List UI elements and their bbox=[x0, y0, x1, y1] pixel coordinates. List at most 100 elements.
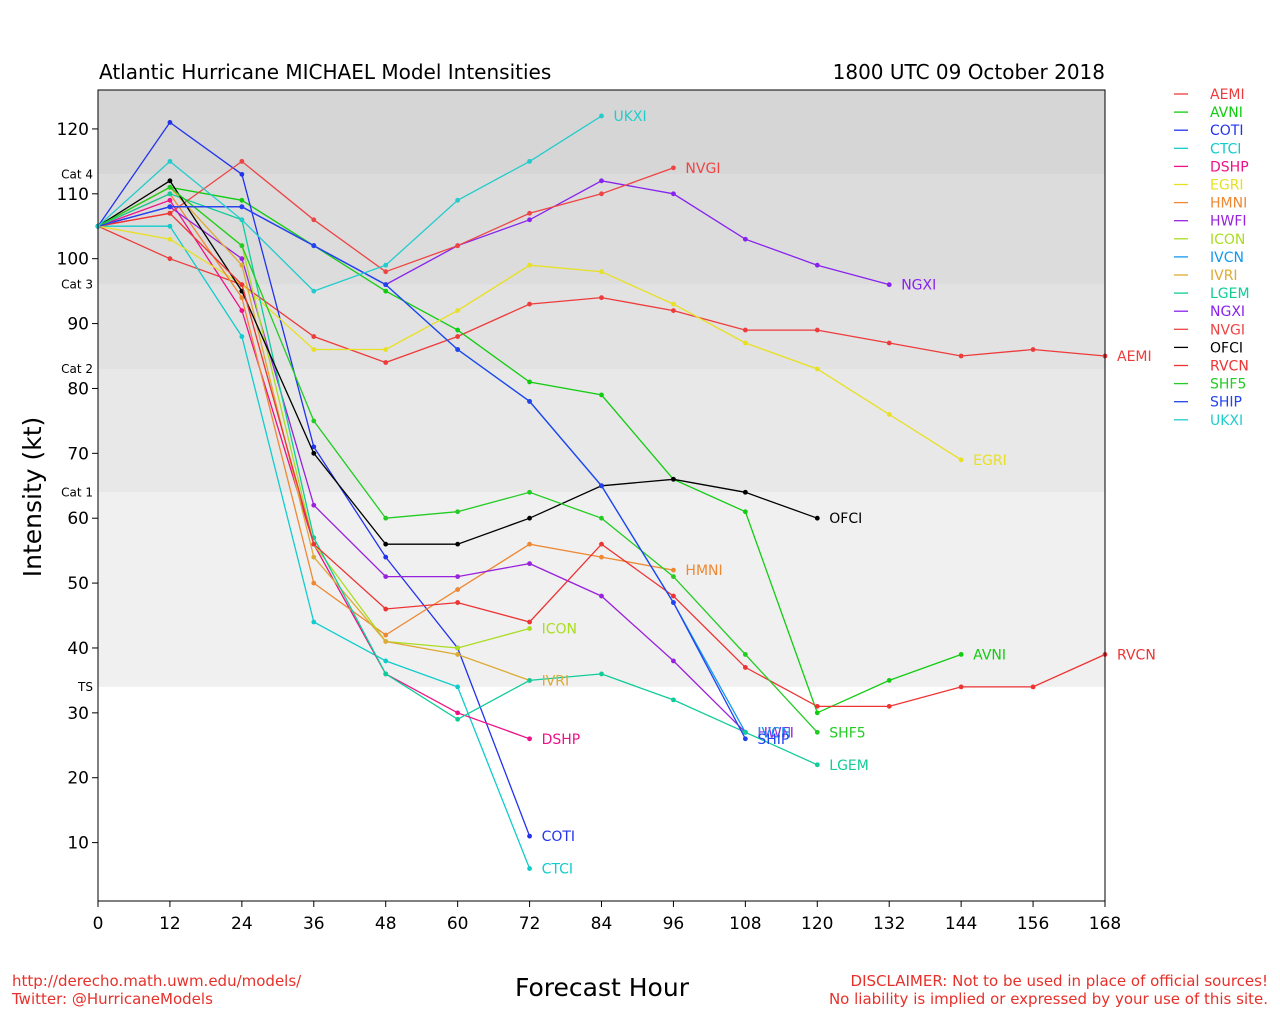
data-point-ngxi bbox=[742, 236, 748, 242]
data-point-hmni bbox=[311, 580, 317, 586]
data-point-rvcn bbox=[814, 703, 820, 709]
x-tick-label: 0 bbox=[93, 914, 104, 934]
data-point-lgem bbox=[455, 716, 461, 722]
y-tick-label: 90 bbox=[67, 315, 89, 335]
category-label: Cat 3 bbox=[61, 278, 93, 292]
legend-label-hwfi: HWFI bbox=[1210, 214, 1247, 230]
data-point-ctci bbox=[383, 658, 389, 664]
data-point-avni bbox=[455, 327, 461, 333]
data-point-aemi bbox=[383, 360, 389, 365]
data-point-aemi bbox=[958, 353, 964, 359]
data-point-coti bbox=[383, 554, 389, 560]
data-point-aemi bbox=[599, 295, 604, 301]
category-band-1 bbox=[98, 492, 1105, 687]
category-label: Cat 4 bbox=[61, 167, 93, 181]
data-point-aemi bbox=[167, 256, 173, 262]
data-point-egri bbox=[455, 308, 461, 313]
data-point-ukxi bbox=[383, 262, 389, 268]
data-point-hwfi bbox=[599, 593, 604, 599]
data-point-rvcn bbox=[383, 606, 389, 612]
data-point-shf5 bbox=[527, 489, 532, 495]
data-point-hwfi bbox=[527, 561, 532, 567]
data-point-hmni bbox=[527, 541, 532, 547]
data-point-ctci bbox=[167, 223, 173, 229]
data-point-ivri bbox=[239, 262, 245, 268]
data-point-ship bbox=[599, 483, 604, 489]
category-band-0 bbox=[98, 686, 1105, 901]
data-point-shf5 bbox=[167, 184, 173, 190]
data-point-nvgi bbox=[671, 165, 676, 171]
data-point-egri bbox=[671, 301, 676, 307]
data-point-avni bbox=[599, 392, 604, 398]
data-point-hwfi bbox=[239, 256, 245, 262]
data-point-lgem bbox=[671, 697, 676, 703]
data-point-aemi bbox=[527, 301, 532, 307]
data-point-ngxi bbox=[527, 217, 532, 223]
series-end-label-lgem: LGEM bbox=[829, 758, 869, 774]
legend-label-ivcn: IVCN bbox=[1210, 250, 1244, 266]
legend-label-aemi: AEMI bbox=[1210, 87, 1245, 103]
data-point-shf5 bbox=[742, 652, 748, 657]
y-tick-label: 40 bbox=[67, 639, 89, 659]
data-point-ivri bbox=[311, 554, 317, 560]
disclaimer-line-1: DISCLAIMER: Not to be used in place of o… bbox=[850, 972, 1268, 990]
data-point-lgem bbox=[814, 762, 820, 768]
data-point-egri bbox=[814, 366, 820, 372]
data-point-egri bbox=[167, 236, 173, 242]
data-point-ofci bbox=[527, 515, 532, 521]
data-point-dshp bbox=[455, 710, 461, 716]
intensity-category-bands bbox=[98, 90, 1105, 901]
data-point-ship bbox=[239, 204, 245, 210]
data-point-ofci bbox=[167, 178, 173, 184]
data-point-hmni bbox=[455, 587, 461, 592]
y-axis-label: Intensity (kt) bbox=[18, 417, 47, 578]
data-point-shf5 bbox=[671, 574, 676, 579]
y-tick-label: 80 bbox=[67, 379, 89, 399]
data-point-icon bbox=[455, 645, 461, 651]
series-end-label-egri: EGRI bbox=[973, 453, 1007, 469]
series-end-label-hmni: HMNI bbox=[685, 563, 722, 579]
data-point-hwfi bbox=[671, 658, 676, 664]
data-point-shf5 bbox=[455, 509, 461, 515]
data-point-coti bbox=[311, 444, 317, 450]
series-end-label-ukxi: UKXI bbox=[614, 109, 647, 125]
series-end-label-ngxi: NGXI bbox=[901, 278, 936, 294]
data-point-egri bbox=[958, 457, 964, 463]
legend-label-ofci: OFCI bbox=[1210, 340, 1243, 356]
source-url-link[interactable]: http://derecho.math.uwm.edu/models/ bbox=[12, 972, 302, 990]
data-point-avni bbox=[527, 379, 532, 385]
data-point-ctci bbox=[311, 619, 317, 625]
disclaimer: DISCLAIMER: Not to be used in place of o… bbox=[829, 972, 1268, 1008]
category-label: Cat 1 bbox=[61, 485, 93, 499]
data-point-lgem bbox=[742, 729, 748, 735]
x-tick-label: 120 bbox=[801, 914, 833, 934]
data-point-ivri bbox=[455, 652, 461, 657]
data-point-egri bbox=[742, 340, 748, 346]
series-end-label-hwfi: HWFI bbox=[757, 725, 794, 741]
series-end-label-ivcn: IVCN bbox=[757, 725, 791, 741]
y-tick-label: 30 bbox=[67, 704, 89, 724]
data-point-egri bbox=[599, 269, 604, 275]
data-point-nvgi bbox=[527, 210, 532, 216]
series-end-label-ctci: CTCI bbox=[542, 862, 573, 878]
legend-label-rvcn: RVCN bbox=[1210, 359, 1249, 375]
data-point-avni bbox=[383, 288, 389, 294]
plot-frame bbox=[97, 89, 1106, 902]
data-point-shf5 bbox=[599, 515, 604, 521]
data-point-aemi bbox=[814, 327, 820, 333]
legend-label-nvgi: NVGI bbox=[1210, 322, 1245, 338]
x-tick-label: 108 bbox=[729, 914, 761, 934]
data-point-ship bbox=[167, 204, 173, 210]
data-point-rvcn bbox=[311, 541, 317, 547]
data-point-ukxi bbox=[455, 197, 461, 203]
data-point-ship bbox=[311, 243, 317, 249]
data-point-lgem bbox=[383, 671, 389, 677]
chart-timestamp: 1800 UTC 09 October 2018 bbox=[833, 60, 1105, 84]
data-point-ship bbox=[742, 736, 748, 742]
series-end-label-ofci: OFCI bbox=[829, 511, 862, 527]
data-point-rvcn bbox=[239, 282, 245, 288]
x-tick-label: 60 bbox=[447, 914, 469, 934]
y-tick-label: 70 bbox=[67, 444, 89, 464]
data-point-coti bbox=[167, 120, 173, 125]
